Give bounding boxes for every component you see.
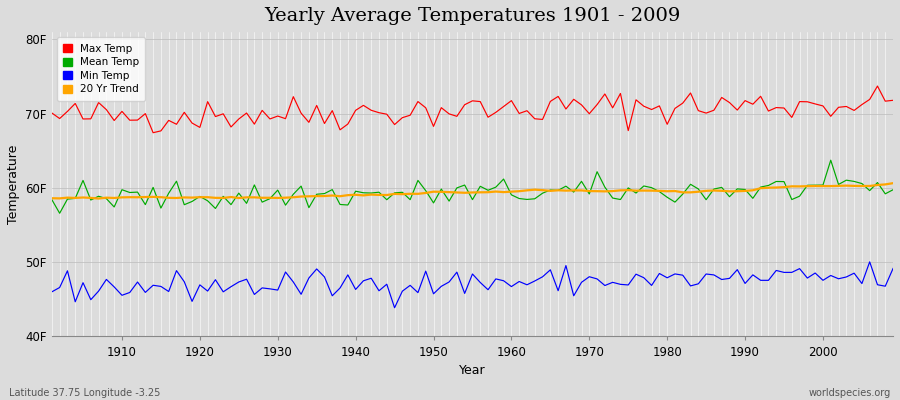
Y-axis label: Temperature: Temperature <box>7 144 20 224</box>
X-axis label: Year: Year <box>459 364 486 377</box>
Legend: Max Temp, Mean Temp, Min Temp, 20 Yr Trend: Max Temp, Mean Temp, Min Temp, 20 Yr Tre… <box>57 37 146 101</box>
Text: Latitude 37.75 Longitude -3.25: Latitude 37.75 Longitude -3.25 <box>9 388 160 398</box>
Text: worldspecies.org: worldspecies.org <box>809 388 891 398</box>
Title: Yearly Average Temperatures 1901 - 2009: Yearly Average Temperatures 1901 - 2009 <box>265 7 680 25</box>
